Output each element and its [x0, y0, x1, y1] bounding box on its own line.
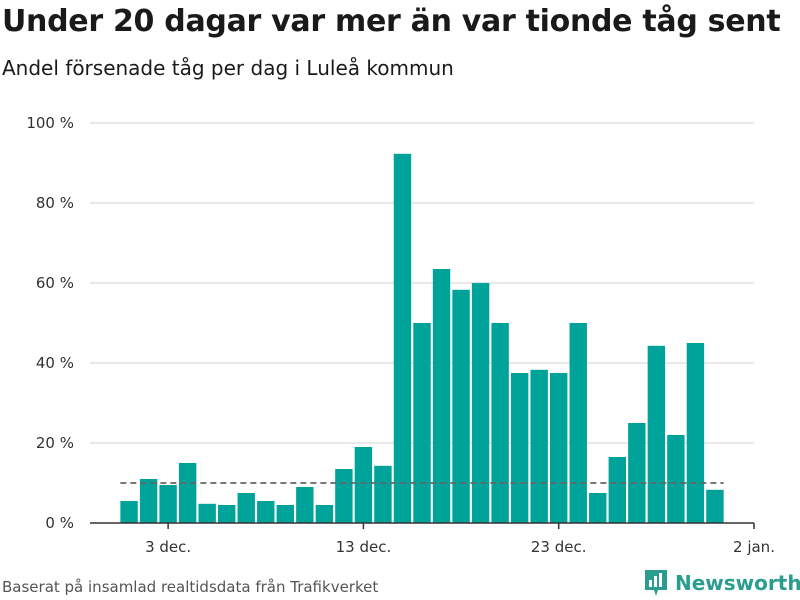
y-axis-ticks: 0 % 20 % 40 % 60 % 80 % 100 % — [26, 114, 74, 532]
y-tick-label: 80 % — [36, 194, 74, 212]
bar — [139, 479, 158, 523]
bar — [257, 501, 275, 523]
y-tick-label: 60 % — [36, 274, 74, 292]
bar-chart-logo-icon — [645, 570, 667, 596]
bar — [335, 469, 353, 523]
bar — [706, 489, 724, 523]
bar — [178, 463, 197, 523]
bar — [315, 505, 334, 523]
bar — [491, 323, 509, 523]
x-tick-label: 13 dec. — [336, 538, 392, 556]
bar — [550, 373, 568, 523]
bar — [686, 343, 705, 523]
bar — [589, 493, 607, 523]
bar — [354, 447, 373, 523]
x-tick-label: 23 dec. — [531, 538, 587, 556]
bar — [608, 457, 626, 523]
bar — [276, 505, 294, 523]
brand-name: Newsworthy — [675, 571, 800, 595]
bar — [667, 435, 685, 523]
bar — [647, 345, 666, 523]
bar — [510, 373, 529, 523]
bars — [120, 153, 724, 524]
x-tick-label: 3 dec. — [145, 538, 191, 556]
bar — [628, 423, 646, 523]
bar — [159, 485, 177, 523]
x-axis-ticks: 3 dec. 13 dec. 23 dec. 2 jan. — [145, 523, 775, 556]
y-tick-label: 20 % — [36, 434, 74, 452]
brand-logo: Newsworthy — [643, 568, 800, 598]
bar — [296, 487, 314, 523]
source-note: Baserat på insamlad realtidsdata från Tr… — [2, 578, 379, 596]
y-tick-label: 40 % — [36, 354, 74, 372]
x-tick-label: 2 jan. — [733, 538, 775, 556]
chart-subtitle: Andel försenade tåg per dag i Luleå komm… — [2, 56, 454, 80]
bar — [471, 283, 490, 523]
bar — [569, 323, 587, 523]
bar — [120, 501, 138, 523]
bar — [413, 323, 431, 523]
y-tick-label: 100 % — [26, 114, 74, 132]
bar — [530, 369, 548, 523]
y-tick-label: 0 % — [45, 514, 74, 532]
bar — [218, 505, 236, 523]
bar — [374, 465, 392, 523]
bar — [198, 503, 216, 523]
bar — [452, 289, 470, 523]
bar — [432, 269, 451, 523]
bar — [393, 153, 412, 524]
chart-title: Under 20 dagar var mer än var tionde tåg… — [2, 4, 781, 39]
bar — [237, 493, 255, 523]
